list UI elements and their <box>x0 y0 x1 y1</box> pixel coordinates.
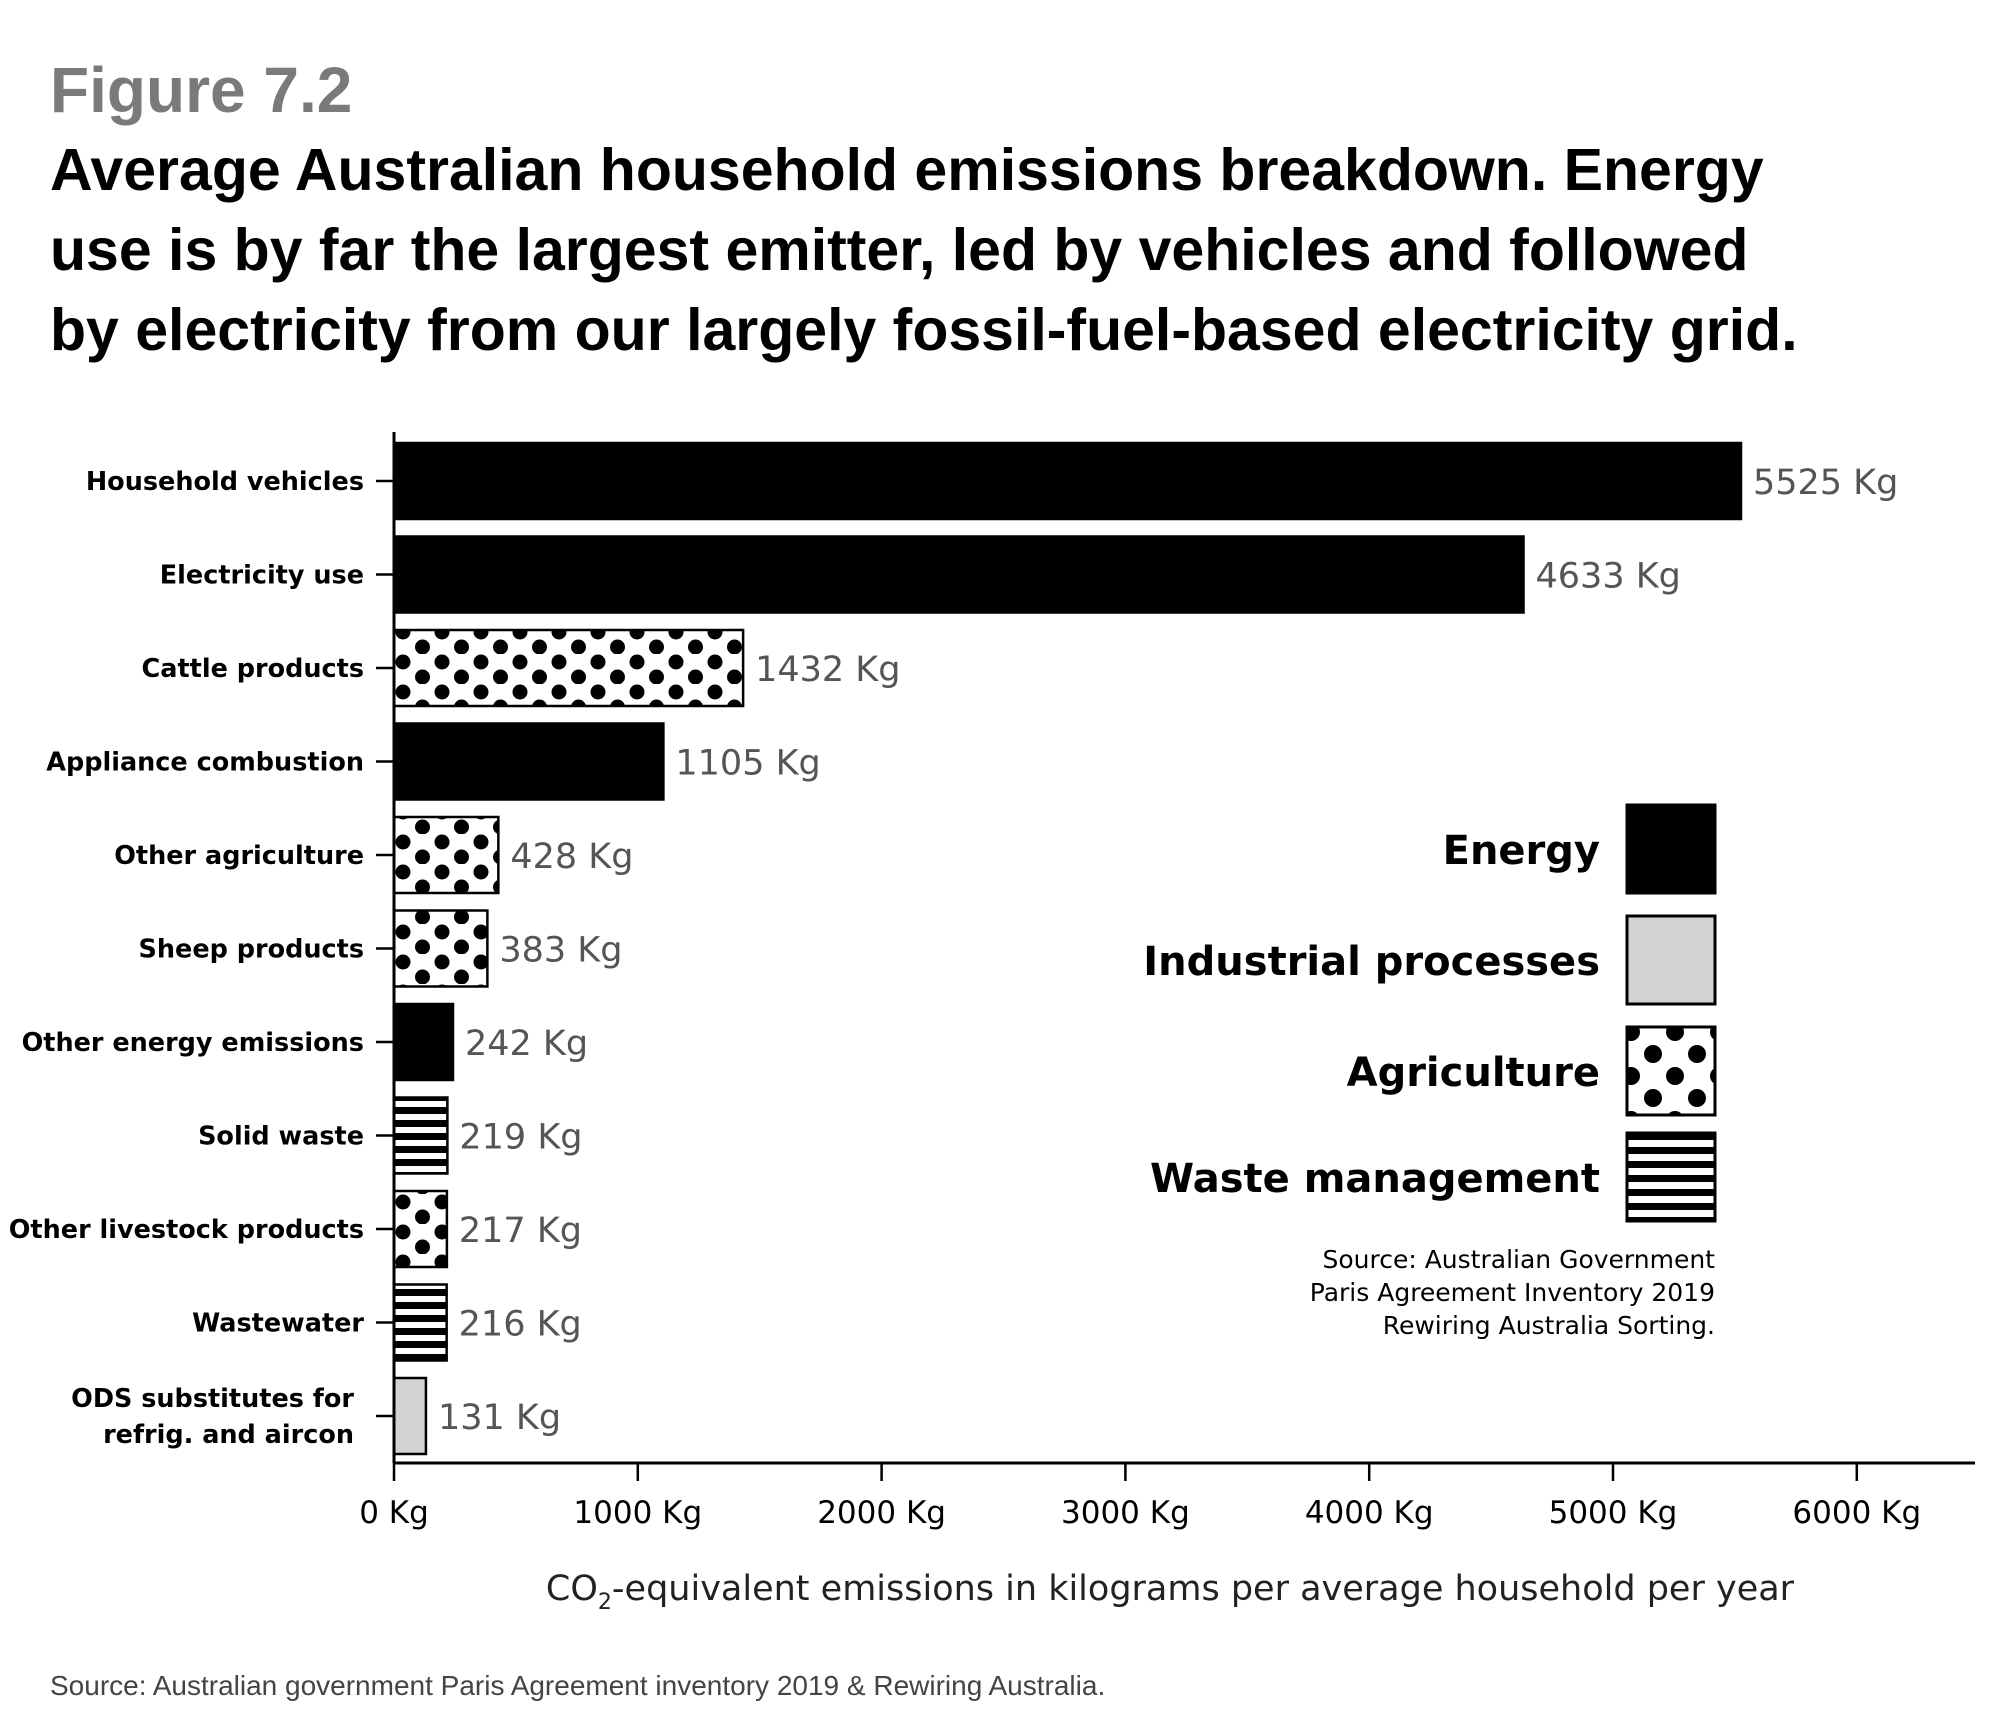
bar-household-vehicles <box>392 441 1743 521</box>
y-tick-label: Solid waste <box>198 1122 364 1152</box>
bar-value-label: 1432 Kg <box>755 650 900 690</box>
bar-wastewater <box>392 1283 448 1362</box>
bar-value-label: 4633 Kg <box>1536 557 1681 597</box>
legend-swatch-agriculture <box>1625 1025 1717 1117</box>
bar-value-label: 383 Kg <box>499 931 622 971</box>
legend-label-industrial: Industrial processes <box>1143 939 1600 985</box>
y-tick-label: Household vehicles <box>86 467 364 497</box>
bar-value-label: 242 Kg <box>465 1024 588 1064</box>
figure-label: Figure 7.2 <box>50 54 353 126</box>
bar-solid-waste <box>392 1096 449 1175</box>
bar-value-label: 5525 Kg <box>1753 463 1898 503</box>
x-tick-label: 1000 Kg <box>573 1495 702 1531</box>
y-tick-label: Other energy emissions <box>22 1028 364 1058</box>
x-tick-label: 4000 Kg <box>1305 1495 1434 1531</box>
footer-source: Source: Australian government Paris Agre… <box>50 1670 1106 1701</box>
legend-swatch-waste <box>1625 1131 1717 1223</box>
y-tick-label: Other agriculture <box>114 841 364 871</box>
x-tick-label: 3000 Kg <box>1061 1495 1190 1531</box>
bar-value-label: 428 Kg <box>510 837 633 877</box>
legend-label-agriculture: Agriculture <box>1347 1050 1600 1096</box>
bar-other-energy-emissions <box>392 1002 455 1082</box>
bar-other-agriculture <box>392 815 500 895</box>
x-tick-label: 0 Kg <box>359 1495 429 1531</box>
y-tick-label: Other livestock products <box>9 1215 364 1245</box>
chart-source-line: Source: Australian Government <box>1322 1245 1715 1274</box>
title-line: Average Australian household emissions b… <box>50 137 1764 203</box>
bar-cattle-products <box>392 628 745 708</box>
x-tick-label: 5000 Kg <box>1549 1495 1678 1531</box>
x-tick-label: 2000 Kg <box>817 1495 946 1531</box>
x-tick-label: 6000 Kg <box>1792 1495 1921 1531</box>
bar-value-label: 217 Kg <box>459 1211 582 1251</box>
bar-value-label: 219 Kg <box>459 1118 582 1158</box>
bar-value-label: 216 Kg <box>459 1305 582 1345</box>
y-tick-label: ODS substitutes for refrig. and aircon <box>71 1384 354 1450</box>
y-tick-label: Appliance combustion <box>46 748 364 778</box>
legend-label-waste: Waste management <box>1150 1156 1600 1202</box>
title-line: use is by far the largest emitter, led b… <box>50 217 1749 283</box>
y-tick-label: Cattle products <box>142 654 364 684</box>
chart-source-line: Paris Agreement Inventory 2019 <box>1310 1278 1715 1307</box>
y-tick-label: Electricity use <box>160 561 364 591</box>
figure-title: Average Australian household emissions b… <box>50 130 1970 370</box>
bar-sheep-products <box>392 909 489 988</box>
legend-swatch-energy <box>1625 803 1717 895</box>
bar-electricity-use <box>392 535 1525 614</box>
chart-source-line: Rewiring Australia Sorting. <box>1383 1311 1715 1340</box>
bar-value-label: 1105 Kg <box>675 744 820 784</box>
title-line: by electricity from our largely fossil-f… <box>50 297 1798 363</box>
bar-appliance-combustion <box>392 722 665 801</box>
legend: Energy Industrial processes Agriculture Was… <box>1143 803 1717 1340</box>
bar-value-label: 131 Kg <box>438 1398 561 1438</box>
bar-ods-substitutes-for-refrig-and-aircon <box>392 1376 428 1456</box>
legend-label-energy: Energy <box>1443 828 1600 874</box>
y-tick-label: Wastewater <box>192 1309 364 1339</box>
bar-other-livestock-products <box>392 1189 449 1269</box>
bars-layer: 5525 Kg 4633 Kg 1432 Kg 1105 Kg 428 Kg 383 Kg… <box>392 441 1898 1456</box>
legend-swatch-industrial <box>1625 914 1717 1006</box>
axes-layer: Household vehicles Electricity use Cattle … <box>9 432 1975 1531</box>
x-axis-title: CO2-equivalent emissions in kilograms pe… <box>546 1569 1795 1615</box>
y-tick-label: Sheep products <box>139 935 364 965</box>
